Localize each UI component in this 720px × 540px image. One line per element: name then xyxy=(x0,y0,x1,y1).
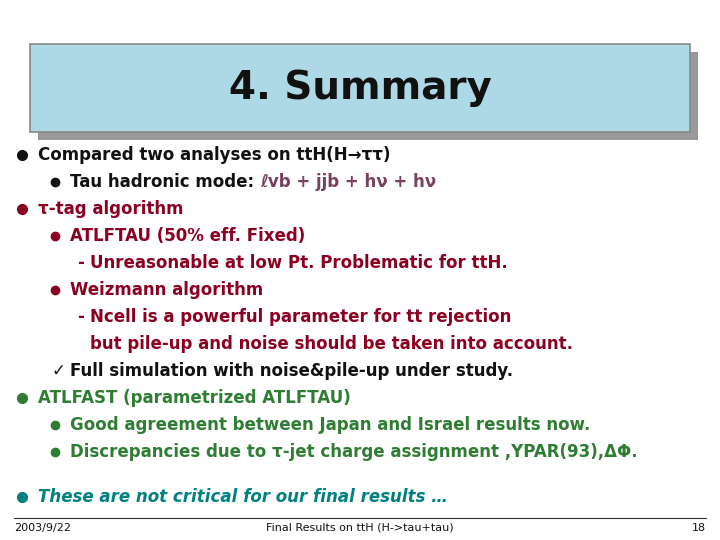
Text: Compared two analyses on ttH(H→ττ): Compared two analyses on ttH(H→ττ) xyxy=(38,146,390,164)
Text: ATLFAST (parametrized ATLFTAU): ATLFAST (parametrized ATLFTAU) xyxy=(38,389,351,407)
Text: but pile-up and noise should be taken into account.: but pile-up and noise should be taken in… xyxy=(90,335,573,353)
Text: These are not critical for our final results …: These are not critical for our final res… xyxy=(38,488,448,506)
FancyBboxPatch shape xyxy=(38,52,698,140)
Text: Weizmann algorithm: Weizmann algorithm xyxy=(70,281,264,299)
Text: ℓvb + jjb + hν + hν: ℓvb + jjb + hν + hν xyxy=(260,173,436,191)
Text: -: - xyxy=(78,254,91,272)
Text: ATLFTAU (50% eff. Fixed): ATLFTAU (50% eff. Fixed) xyxy=(70,227,305,245)
Text: τ-tag algorithm: τ-tag algorithm xyxy=(38,200,184,218)
Text: 18: 18 xyxy=(692,523,706,533)
Text: 2003/9/22: 2003/9/22 xyxy=(14,523,71,533)
Text: Ncell is a powerful parameter for tt rejection: Ncell is a powerful parameter for tt rej… xyxy=(90,308,511,326)
Text: Final Results on ttH (H->tau+tau): Final Results on ttH (H->tau+tau) xyxy=(266,523,454,533)
Text: ✓: ✓ xyxy=(51,362,65,380)
Text: Unreasonable at low Pt. Problematic for ttH.: Unreasonable at low Pt. Problematic for … xyxy=(90,254,508,272)
Text: Good agreement between Japan and Israel results now.: Good agreement between Japan and Israel … xyxy=(70,416,590,434)
Text: -: - xyxy=(78,308,91,326)
Text: 4. Summary: 4. Summary xyxy=(228,69,492,107)
Text: Discrepancies due to τ-jet charge assignment ,YPAR(93),ΔΦ.: Discrepancies due to τ-jet charge assign… xyxy=(70,443,638,461)
FancyBboxPatch shape xyxy=(30,44,690,132)
Text: Full simulation with noise&pile-up under study.: Full simulation with noise&pile-up under… xyxy=(70,362,513,380)
Text: Tau hadronic mode:: Tau hadronic mode: xyxy=(70,173,260,191)
